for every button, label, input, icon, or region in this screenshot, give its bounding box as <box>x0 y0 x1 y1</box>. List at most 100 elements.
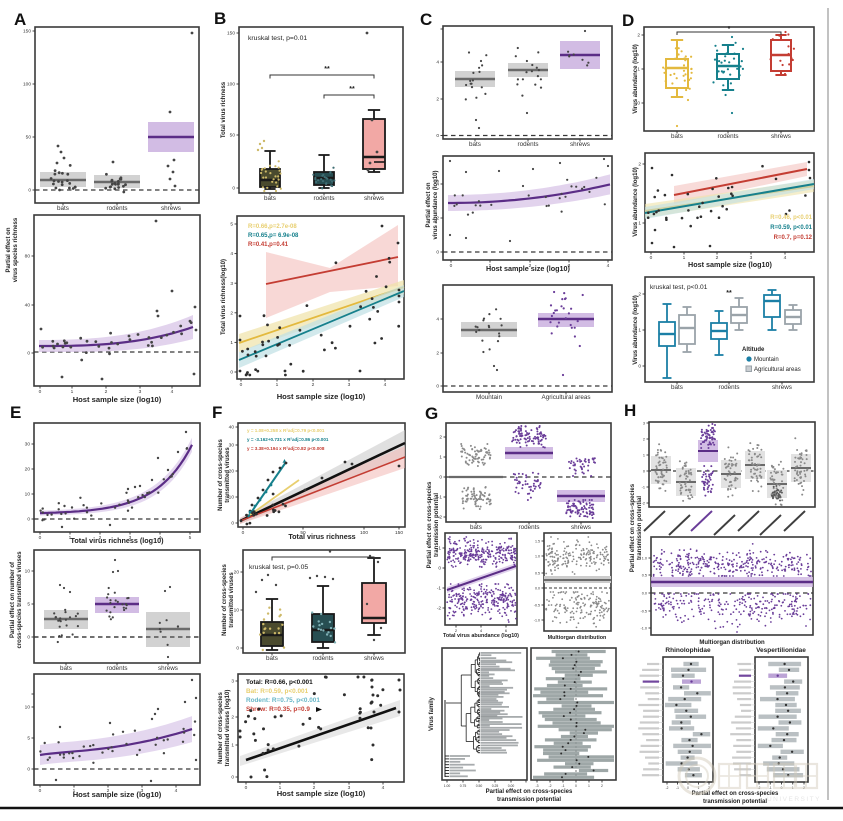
svg-text:G: G <box>425 404 438 423</box>
svg-text:150: 150 <box>227 31 235 37</box>
svg-text:Number of cross-species: Number of cross-species <box>222 563 228 635</box>
svg-text:50: 50 <box>300 530 306 536</box>
svg-text:0.00: 0.00 <box>508 784 515 788</box>
svg-text:Rhinolophidae: Rhinolophidae <box>665 647 711 654</box>
svg-text:-0.5: -0.5 <box>534 604 540 608</box>
svg-text:transmission potential: transmission potential <box>434 493 440 557</box>
svg-text:1: 1 <box>638 221 641 227</box>
svg-text:2: 2 <box>107 788 110 794</box>
svg-text:Mountain: Mountain <box>754 357 779 363</box>
svg-text:3: 3 <box>231 679 234 685</box>
svg-text:-1.0: -1.0 <box>534 619 540 623</box>
svg-text:Partial effect on cross-specie: Partial effect on cross-species <box>692 791 779 797</box>
svg-text:transmitted viruses: transmitted viruses <box>225 447 231 503</box>
svg-text:1.00: 1.00 <box>444 784 451 788</box>
svg-text:4: 4 <box>480 628 483 633</box>
svg-text:2: 2 <box>638 162 641 168</box>
svg-text:Host sample size (log10): Host sample size (log10) <box>73 790 162 799</box>
svg-text:30: 30 <box>25 442 31 448</box>
svg-text:Host sample size (log10): Host sample size (log10) <box>688 260 772 269</box>
svg-text:1: 1 <box>231 743 234 749</box>
svg-text:0: 0 <box>236 646 239 652</box>
svg-text:transmission potential: transmission potential <box>703 799 767 805</box>
svg-text:0: 0 <box>27 635 30 641</box>
svg-text:Partial effect on: Partial effect on <box>6 227 12 272</box>
svg-text:10: 10 <box>25 569 31 575</box>
svg-text:rodents: rodents <box>717 133 738 140</box>
svg-text:R=0.7, p=0.12: R=0.7, p=0.12 <box>774 235 813 241</box>
svg-text:2: 2 <box>99 535 102 541</box>
svg-text:-1: -1 <box>561 784 564 788</box>
svg-text:Partial effect on cross−specie: Partial effect on cross−species <box>630 483 636 572</box>
svg-text:0: 0 <box>231 775 234 781</box>
svg-text:0: 0 <box>436 384 439 390</box>
svg-text:1: 1 <box>69 535 72 541</box>
svg-text:150: 150 <box>395 530 403 536</box>
svg-text:1: 1 <box>279 785 282 791</box>
svg-text:0: 0 <box>575 784 577 788</box>
svg-text:transmission potential: transmission potential <box>497 797 561 803</box>
svg-text:R=0.46, p<0.01: R=0.46, p<0.01 <box>770 215 812 221</box>
svg-text:-2: -2 <box>438 515 443 521</box>
svg-text:2: 2 <box>312 382 315 388</box>
svg-text:Bat: R=0.59, p<0.001: Bat: R=0.59, p<0.001 <box>246 688 309 695</box>
svg-text:bats: bats <box>470 524 482 531</box>
svg-text:2: 2 <box>436 97 439 103</box>
svg-text:4: 4 <box>784 255 787 261</box>
svg-text:transmitted viruses: transmitted viruses <box>229 572 235 628</box>
svg-text:0: 0 <box>637 101 640 107</box>
svg-text:Virus abundance (log10): Virus abundance (log10) <box>633 167 639 237</box>
svg-text:5: 5 <box>27 736 30 742</box>
svg-text:2: 2 <box>529 263 532 269</box>
svg-text:virus species richness: virus species richness <box>13 217 19 282</box>
svg-text:2: 2 <box>803 786 805 790</box>
svg-text:Partial effect on: Partial effect on <box>426 182 432 227</box>
svg-text:2: 2 <box>313 785 316 791</box>
svg-text:-1: -1 <box>769 786 772 790</box>
svg-text:bats: bats <box>57 205 69 212</box>
svg-text:Virus family: Virus family <box>429 696 435 731</box>
svg-text:shrews: shrews <box>158 665 178 672</box>
svg-text:Multiorgan distribution: Multiorgan distribution <box>548 635 607 641</box>
svg-text:-0.5: -0.5 <box>640 610 647 614</box>
svg-text:1: 1 <box>71 389 74 395</box>
svg-text:E: E <box>10 403 21 422</box>
svg-text:40: 40 <box>25 303 31 309</box>
svg-text:Virus abundance (log10): Virus abundance (log10) <box>633 44 639 114</box>
svg-text:4: 4 <box>436 182 439 188</box>
svg-text:bats: bats <box>671 133 683 140</box>
svg-text:0.0: 0.0 <box>642 592 647 596</box>
svg-text:rodents: rodents <box>106 665 127 672</box>
svg-text:Host sample size (log10): Host sample size (log10) <box>73 395 162 404</box>
svg-text:Total virus abundance (log10): Total virus abundance (log10) <box>443 633 519 639</box>
svg-text:-1: -1 <box>437 586 442 592</box>
svg-text:5: 5 <box>27 602 30 608</box>
svg-text:bats: bats <box>266 655 278 662</box>
svg-text:B: B <box>214 9 226 28</box>
svg-text:20: 20 <box>25 467 31 473</box>
svg-text:D: D <box>622 11 634 30</box>
svg-text:rodents: rodents <box>313 195 334 202</box>
svg-text:shrews: shrews <box>364 195 384 202</box>
svg-text:rodents: rodents <box>518 524 539 531</box>
svg-text:3: 3 <box>139 389 142 395</box>
svg-text:1: 1 <box>276 382 279 388</box>
svg-text:R=0.59, p<0.01: R=0.59, p<0.01 <box>770 225 812 231</box>
svg-text:0: 0 <box>230 370 233 376</box>
svg-text:1: 1 <box>588 784 590 788</box>
svg-text:100: 100 <box>227 82 235 88</box>
svg-text:**: ** <box>726 290 732 297</box>
svg-text:0: 0 <box>242 530 245 536</box>
svg-text:1: 1 <box>439 455 442 461</box>
svg-text:4: 4 <box>175 788 178 794</box>
svg-text:0: 0 <box>436 133 439 139</box>
svg-text:4: 4 <box>607 263 610 269</box>
svg-text:2: 2 <box>230 310 233 316</box>
svg-text:bats: bats <box>264 195 276 202</box>
svg-text:-2: -2 <box>758 786 761 790</box>
svg-text:1.5: 1.5 <box>535 540 540 544</box>
svg-text:shrews: shrews <box>364 655 384 662</box>
svg-text:2: 2 <box>716 255 719 261</box>
svg-text:Total virus richness (log10): Total virus richness (log10) <box>71 536 165 545</box>
svg-text:Number of cross-species: Number of cross-species <box>218 438 224 510</box>
